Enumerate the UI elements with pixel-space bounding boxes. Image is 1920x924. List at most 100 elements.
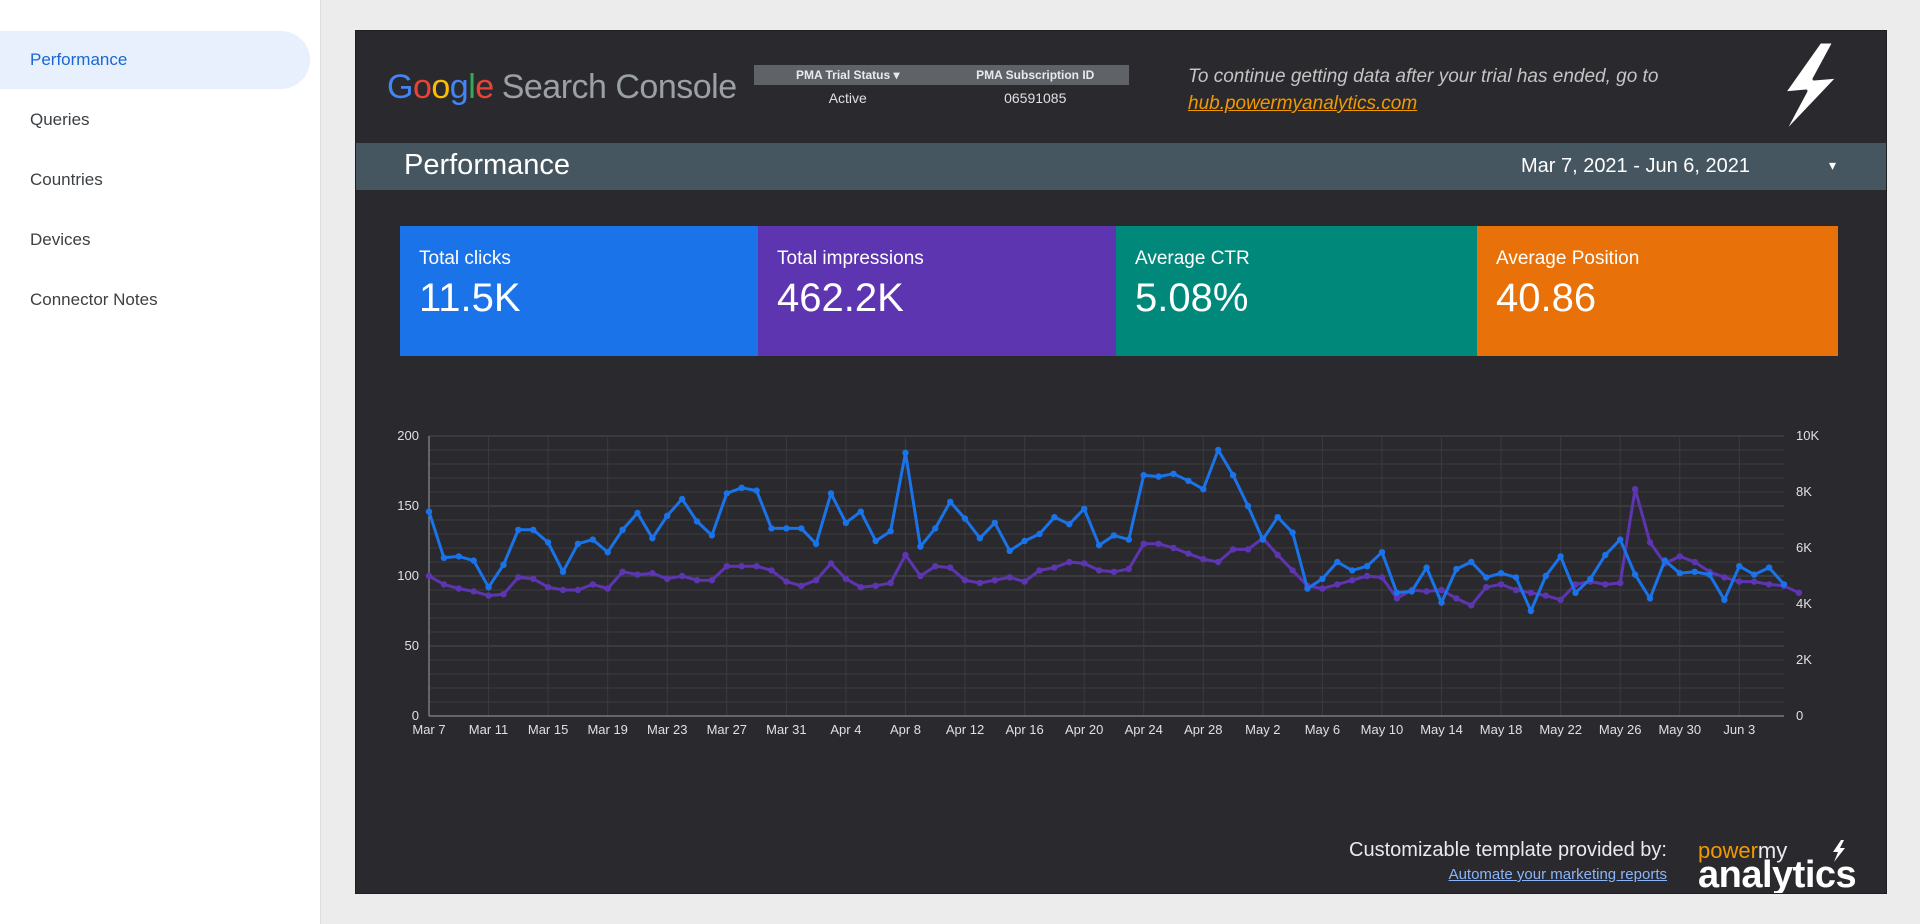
data-point xyxy=(1110,568,1118,575)
sidebar: Performance Queries Countries Devices Co… xyxy=(0,0,321,924)
series-line xyxy=(427,448,1786,613)
data-point xyxy=(1066,558,1073,566)
trial-message-text: To continue getting data after your tria… xyxy=(1188,66,1659,87)
x-tick-label: May 14 xyxy=(1420,722,1463,737)
data-point xyxy=(619,568,626,575)
x-tick-label: May 10 xyxy=(1361,722,1404,737)
data-point xyxy=(1765,581,1773,588)
data-point xyxy=(753,487,760,494)
logo-word: my xyxy=(1757,838,1788,863)
y-right-tick-label: 0 xyxy=(1796,708,1803,723)
data-point xyxy=(1631,571,1639,578)
data-point xyxy=(425,508,433,515)
y-left-tick-label: 0 xyxy=(412,708,419,723)
x-tick-label: Mar 7 xyxy=(412,722,445,737)
trial-link[interactable]: hub.powermyanalytics.com xyxy=(1188,93,1418,114)
sidebar-item-queries[interactable]: Queries xyxy=(30,110,90,129)
scorecard-value: 11.5K xyxy=(419,276,521,320)
data-point xyxy=(1423,588,1430,595)
data-point xyxy=(1259,536,1266,543)
data-point xyxy=(976,535,984,542)
data-point xyxy=(1378,549,1386,556)
performance-line-chart: Mar 7 Mar 11 Mar 15 Mar 19 Mar 23 Mar 27 Mar 3… xyxy=(397,428,1819,737)
pma-trial-status-header[interactable]: PMA Trial Status ▾ xyxy=(795,68,900,82)
data-point xyxy=(1095,567,1103,574)
data-point xyxy=(812,577,820,584)
data-point xyxy=(738,563,745,570)
data-point xyxy=(1661,557,1669,564)
y-right-tick-label: 4K xyxy=(1796,596,1812,611)
data-point xyxy=(932,563,939,570)
data-point xyxy=(1051,514,1058,521)
data-point xyxy=(500,591,507,598)
data-point xyxy=(559,586,567,594)
data-point xyxy=(1289,529,1296,536)
data-point xyxy=(872,582,879,589)
series-line xyxy=(428,487,1800,607)
x-tick-label: Apr 28 xyxy=(1184,722,1222,737)
lightning-bolt-icon xyxy=(1833,840,1845,862)
data-point xyxy=(827,490,835,497)
scorecard-total-impressions: Total impressions 462.2K xyxy=(758,226,1116,356)
scorecard-label: Total clicks xyxy=(419,248,511,269)
data-point xyxy=(1304,585,1311,592)
x-tick-label: Apr 4 xyxy=(830,722,861,737)
data-point xyxy=(1483,584,1490,591)
data-point xyxy=(872,537,879,545)
data-point xyxy=(1095,542,1103,549)
sidebar-item-devices[interactable]: Devices xyxy=(30,230,91,249)
data-point xyxy=(1497,570,1505,577)
report-canvas: Google Search Console PMA Trial Status ▾ … xyxy=(355,30,1887,894)
data-point xyxy=(1140,540,1147,547)
sidebar-item-connector-notes[interactable]: Connector Notes xyxy=(30,290,158,309)
data-point xyxy=(544,539,552,546)
data-point xyxy=(1140,472,1147,479)
data-point xyxy=(589,536,596,543)
logo-letter: e xyxy=(475,68,494,106)
data-point xyxy=(887,579,894,587)
data-point xyxy=(1229,546,1237,553)
data-point xyxy=(1676,553,1684,560)
data-point xyxy=(1349,577,1356,584)
sidebar-item-performance[interactable]: Performance xyxy=(0,31,310,89)
data-point xyxy=(768,525,775,532)
data-point xyxy=(1453,565,1460,573)
logo-word: power xyxy=(1698,838,1758,863)
data-point xyxy=(500,561,507,568)
data-point xyxy=(1706,571,1713,578)
data-point xyxy=(932,525,939,532)
data-point xyxy=(515,526,522,533)
data-point xyxy=(1527,589,1535,596)
data-point xyxy=(947,564,954,571)
x-tick-label: May 6 xyxy=(1305,722,1340,737)
data-point xyxy=(1125,536,1132,543)
data-point xyxy=(1512,586,1520,594)
data-point xyxy=(887,528,894,535)
data-point xyxy=(693,518,701,525)
data-point xyxy=(678,495,686,503)
data-point xyxy=(1244,502,1252,510)
data-point xyxy=(1349,567,1356,574)
data-point xyxy=(1542,592,1550,599)
data-point xyxy=(1780,581,1788,588)
y-left-tick-label: 100 xyxy=(397,568,419,583)
date-range-picker[interactable]: Mar 7, 2021 - Jun 6, 2021 xyxy=(1520,155,1750,177)
sidebar-item-countries[interactable]: Countries xyxy=(30,170,103,189)
data-point xyxy=(827,560,835,567)
footer-automate-link[interactable]: Automate your marketing reports xyxy=(1448,866,1667,883)
chevron-down-icon[interactable]: ▾ xyxy=(1828,157,1836,173)
data-point xyxy=(1081,505,1088,512)
data-point xyxy=(1691,568,1698,575)
data-point xyxy=(1512,574,1520,581)
data-point xyxy=(1602,551,1609,559)
pma-trial-status-value: Active xyxy=(828,90,867,106)
data-point xyxy=(1036,567,1043,574)
data-point xyxy=(544,584,552,591)
data-point xyxy=(798,582,805,589)
data-point xyxy=(634,509,641,517)
scorecard-total-clicks: Total clicks 11.5K xyxy=(400,226,758,356)
data-point xyxy=(574,540,582,547)
logo-word: analytics xyxy=(1698,854,1857,894)
data-point xyxy=(1646,539,1654,546)
logo-letter: o xyxy=(431,68,450,106)
